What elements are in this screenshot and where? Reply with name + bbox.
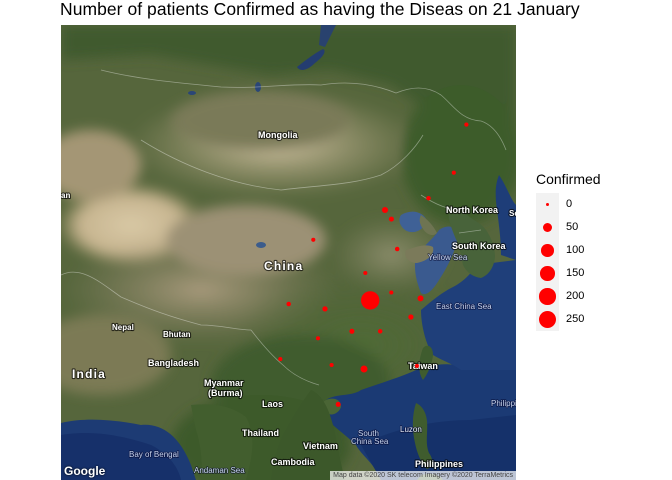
label-east-china-sea: East China Sea <box>436 302 492 311</box>
label-philippi: Philippi <box>491 399 516 408</box>
label-bay-of-bengal: Bay of Bengal <box>129 450 179 459</box>
point-ningxia <box>311 237 316 242</box>
label-thailand: Thailand <box>242 428 279 438</box>
label-vietnam: Vietnam <box>303 441 338 451</box>
legend-label: 200 <box>566 290 585 302</box>
label-nepal: Nepal <box>112 323 134 332</box>
map-panel[interactable]: Mongolia China North Korea South Korea Y… <box>61 25 516 480</box>
label-bangladesh: Bangladesh <box>148 358 199 368</box>
label-south-china-sea-2: China Sea <box>351 437 389 446</box>
legend-dot <box>545 202 550 207</box>
label-laos: Laos <box>262 399 283 409</box>
label-cambodia: Cambodia <box>271 457 316 467</box>
legend-label: 50 <box>566 221 579 233</box>
point-hunan <box>349 328 355 334</box>
label-kazakhstan-edge: an <box>61 191 70 200</box>
label-south-china-sea: South <box>358 429 379 438</box>
point-hainan <box>335 401 341 407</box>
legend-key <box>536 239 559 262</box>
label-taiwan: Taiwan <box>408 361 438 371</box>
label-india: India <box>72 367 106 381</box>
label-right-edge: Se <box>509 209 516 218</box>
label-andaman-sea: Andaman Sea <box>194 466 245 475</box>
legend-item: 50 <box>536 216 656 239</box>
label-south-korea: South Korea <box>452 241 506 251</box>
label-luzon: Luzon <box>400 425 422 434</box>
label-yellow-sea: Yellow Sea <box>428 253 468 262</box>
legend-label: 150 <box>566 267 585 279</box>
point-guangdong <box>360 365 368 373</box>
point-shandong <box>394 246 400 252</box>
google-logo: Google <box>64 464 106 478</box>
point-heilongjiang <box>464 122 469 127</box>
point-sichuan <box>286 301 291 307</box>
legend-item: 250 <box>536 308 656 331</box>
legend-item: 150 <box>536 262 656 285</box>
label-mongolia: Mongolia <box>258 130 298 140</box>
label-north-korea: North Korea <box>446 205 499 215</box>
map-attribution: Map data ©2020 SK telecom Imagery ©2020 … <box>330 471 516 480</box>
legend-item: 200 <box>536 285 656 308</box>
confirmed-points <box>278 122 469 407</box>
point-chongqing <box>322 306 328 312</box>
point-guangxi <box>329 362 334 368</box>
borders <box>61 69 507 386</box>
label-burma: (Burma) <box>208 388 243 398</box>
point-anhui <box>389 290 394 295</box>
legend-title: Confirmed <box>536 171 601 187</box>
point-yunnan <box>278 357 283 362</box>
legend-item: 0 <box>536 193 656 216</box>
legend-item: 100 <box>536 239 656 262</box>
label-myanmar: Myanmar <box>204 378 244 388</box>
legend-label: 0 <box>566 198 573 210</box>
point-tianjin <box>388 216 394 222</box>
legend-dot <box>540 266 555 281</box>
point-jiangxi <box>377 329 383 334</box>
legend-key <box>536 193 559 216</box>
legend-key <box>536 262 559 285</box>
point-hubei <box>361 291 380 310</box>
legend-key <box>536 308 559 331</box>
point-guizhou <box>315 336 321 341</box>
chart-title: Number of patients Confirmed as having t… <box>60 0 580 19</box>
label-bhutan: Bhutan <box>163 330 191 339</box>
label-china: China <box>264 259 303 273</box>
legend-key <box>536 216 559 239</box>
legend-dot <box>542 222 553 233</box>
satellite-map: Mongolia China North Korea South Korea Y… <box>61 25 516 480</box>
legend-rows: 0 50 100 150 200 250 <box>536 193 656 331</box>
landmasses <box>191 206 495 480</box>
point-zhejiang <box>408 314 414 320</box>
legend-label: 250 <box>566 313 585 325</box>
point-jilin <box>451 170 456 175</box>
point-shanghai <box>417 295 424 302</box>
legend-key <box>536 285 559 308</box>
map-labels: Mongolia China North Korea South Korea Y… <box>61 129 516 476</box>
label-philippines: Philippines <box>415 459 463 469</box>
legend-label: 100 <box>566 244 585 256</box>
legend-dot <box>541 244 554 257</box>
point-henan <box>363 270 368 276</box>
legend-dot <box>538 310 557 329</box>
legend-dot <box>539 288 556 305</box>
point-taiwan <box>414 363 419 368</box>
point-liaoning <box>426 195 431 201</box>
point-beijing <box>381 206 389 214</box>
legend: Confirmed 0 50 100 150 200 250 <box>536 171 656 331</box>
